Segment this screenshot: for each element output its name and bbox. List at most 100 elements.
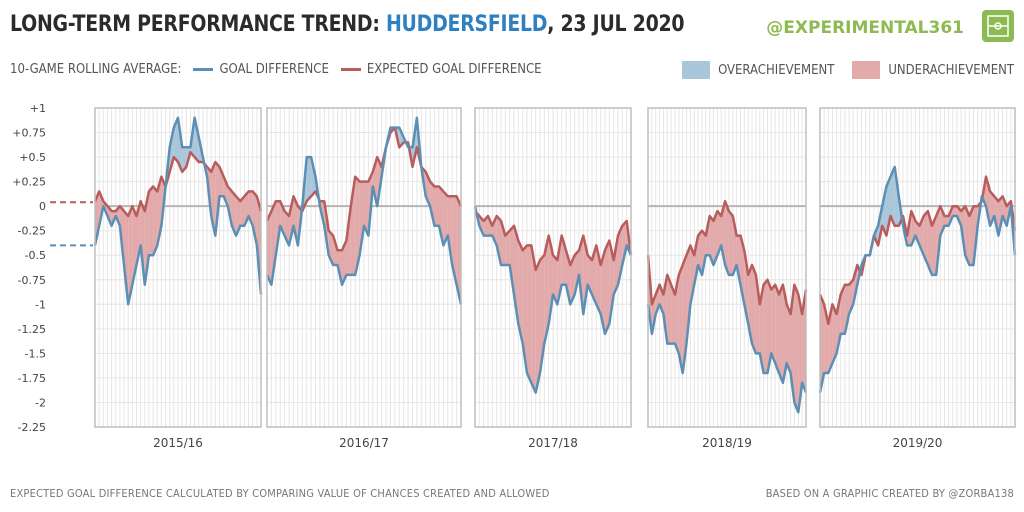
panel-frame [647, 107, 807, 428]
underachievement-area [763, 279, 768, 373]
rolling-label: 10-GAME ROLLING AVERAGE: [10, 62, 182, 77]
series-legend: 10-GAME ROLLING AVERAGE: GOAL DIFFERENCE… [10, 62, 542, 77]
underachievement-area [671, 284, 675, 344]
underachievement-area [605, 240, 610, 334]
underachievement-area [124, 211, 129, 305]
overachievement-area [182, 147, 187, 172]
underachievement-area [927, 211, 932, 275]
footer-note: EXPECTED GOAL DIFFERENCE CALCULATED BY C… [10, 487, 550, 500]
underachievement-area [544, 235, 549, 344]
underachievement-area [128, 206, 133, 305]
y-tick-label: +0.5 [19, 151, 46, 164]
underachievement-area [820, 294, 825, 393]
over-legend-label: OVERACHIEVEMENT [718, 62, 835, 78]
underachievement-area [713, 211, 718, 265]
underachievement-area [271, 201, 276, 285]
y-tick-label: -1 [35, 298, 46, 311]
xgd-line [93, 150, 263, 218]
underachievement-area [613, 235, 618, 295]
y-tick-label: -2.25 [18, 421, 46, 434]
season-label: 2017/18 [528, 436, 578, 450]
underachievement-area [915, 220, 920, 246]
underachievement-area [752, 265, 756, 354]
underachievement-area [618, 225, 623, 285]
underachievement-area [574, 250, 579, 295]
underachievement-area [531, 245, 536, 393]
underachievement-area [522, 245, 527, 373]
y-tick-label: +1 [30, 102, 46, 115]
underachievement-area [609, 240, 614, 324]
underachievement-area [686, 245, 691, 344]
gd-legend-label: GOAL DIFFERENCE [219, 62, 329, 77]
underachievement-area [359, 181, 364, 256]
overachievement-area [306, 157, 312, 202]
underachievement-area [443, 191, 448, 246]
gd-legend-swatch [193, 68, 214, 71]
underachievement-area [355, 176, 360, 275]
y-tick-label: -0.75 [18, 274, 46, 287]
author-handle: @EXPERIMENTAL361 [766, 18, 964, 38]
overachievement-area [194, 117, 199, 162]
panel-frame [266, 107, 462, 428]
underachievement-area [267, 211, 272, 285]
gd-line [93, 116, 263, 306]
overachievement-area [882, 186, 887, 236]
gd-line [473, 205, 633, 394]
underachievement-area [728, 211, 733, 275]
y-tick-label: -1.75 [18, 372, 46, 385]
underachievement-area [840, 284, 845, 334]
underachievement-area [527, 245, 532, 383]
underachievement-area [553, 255, 558, 305]
underachievement-area [289, 196, 294, 246]
underachievement-area [570, 255, 575, 305]
y-tick-label: +0.25 [12, 176, 46, 189]
underachievement-area [725, 201, 729, 275]
underachievement-area [678, 265, 683, 373]
underachievement-area [456, 196, 461, 305]
gd-line [646, 244, 808, 414]
panel-frame [94, 107, 262, 428]
area-legend: OVERACHIEVEMENT UNDERACHIEVEMENT [664, 61, 1014, 79]
underachievement-area [293, 196, 298, 246]
under-legend-swatch [852, 61, 881, 79]
underachievement-area [755, 274, 760, 354]
title-suffix: , 23 JUL 2020 [547, 12, 685, 37]
underachievement-area [802, 289, 806, 393]
panel-frame [474, 107, 632, 428]
underachievement-area [923, 211, 928, 265]
underachievement-area [505, 230, 510, 265]
y-tick-label: 0 [39, 200, 46, 213]
underachievement-area [694, 235, 699, 285]
underachievement-area [771, 284, 776, 364]
xgd-legend-swatch [340, 68, 361, 71]
y-tick-label: -1.25 [18, 323, 46, 336]
y-tick-label: +0.75 [12, 127, 46, 140]
underachievement-area [759, 284, 764, 373]
gd-line [265, 116, 463, 305]
xgd-legend-label: EXPECTED GOAL DIFFERENCE [366, 62, 542, 77]
chart-title: LONG-TERM PERFORMANCE TREND: HUDDERSFIEL… [10, 12, 685, 37]
underachievement-area [509, 225, 514, 295]
underachievement-area [231, 191, 237, 236]
underachievement-area [944, 216, 949, 226]
title-prefix: LONG-TERM PERFORMANCE TREND: [10, 12, 386, 37]
xgd-line [474, 210, 633, 272]
season-label: 2018/19 [702, 436, 752, 450]
under-legend-label: UNDERACHIEVEMENT [888, 62, 1014, 78]
underachievement-area [95, 191, 100, 246]
gd-line [818, 165, 1017, 393]
pitch-logo-icon [982, 10, 1014, 42]
title-team: HUDDERSFIELD [385, 12, 548, 37]
underachievement-area [153, 186, 158, 256]
underachievement-area [535, 260, 540, 393]
underachievement-area [667, 274, 672, 344]
underachievement-area [452, 196, 457, 285]
underachievement-area [496, 216, 501, 265]
underachievement-area [965, 206, 970, 265]
underachievement-area [736, 235, 741, 285]
y-tick-label: -2 [35, 396, 46, 409]
y-tick-label: -1.5 [25, 347, 46, 360]
footer-credit: BASED ON A GRAPHIC CREATED BY @ZORBA138 [765, 487, 1014, 500]
underachievement-area [932, 216, 937, 275]
